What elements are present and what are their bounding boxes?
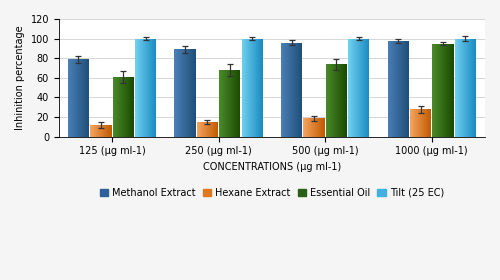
Y-axis label: Inhinition percentage: Inhinition percentage [15,25,25,130]
X-axis label: CONCENTRATIONS (μg ml-1): CONCENTRATIONS (μg ml-1) [203,162,341,172]
Legend: Methanol Extract, Hexane Extract, Essential Oil, Tilt (25 EC): Methanol Extract, Hexane Extract, Essent… [96,184,448,202]
